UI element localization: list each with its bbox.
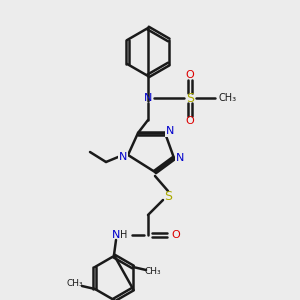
- Text: CH₃: CH₃: [219, 93, 237, 103]
- Text: O: O: [186, 70, 194, 80]
- Text: S: S: [164, 190, 172, 202]
- Text: N: N: [166, 126, 174, 136]
- Text: S: S: [186, 92, 194, 104]
- Text: H: H: [120, 230, 128, 240]
- Text: N: N: [176, 153, 184, 163]
- Text: N: N: [112, 230, 120, 240]
- Text: O: O: [172, 230, 180, 240]
- Text: O: O: [186, 116, 194, 126]
- Text: CH₃: CH₃: [67, 280, 83, 289]
- Text: N: N: [144, 93, 152, 103]
- Text: CH₃: CH₃: [145, 268, 161, 277]
- Text: N: N: [119, 152, 127, 162]
